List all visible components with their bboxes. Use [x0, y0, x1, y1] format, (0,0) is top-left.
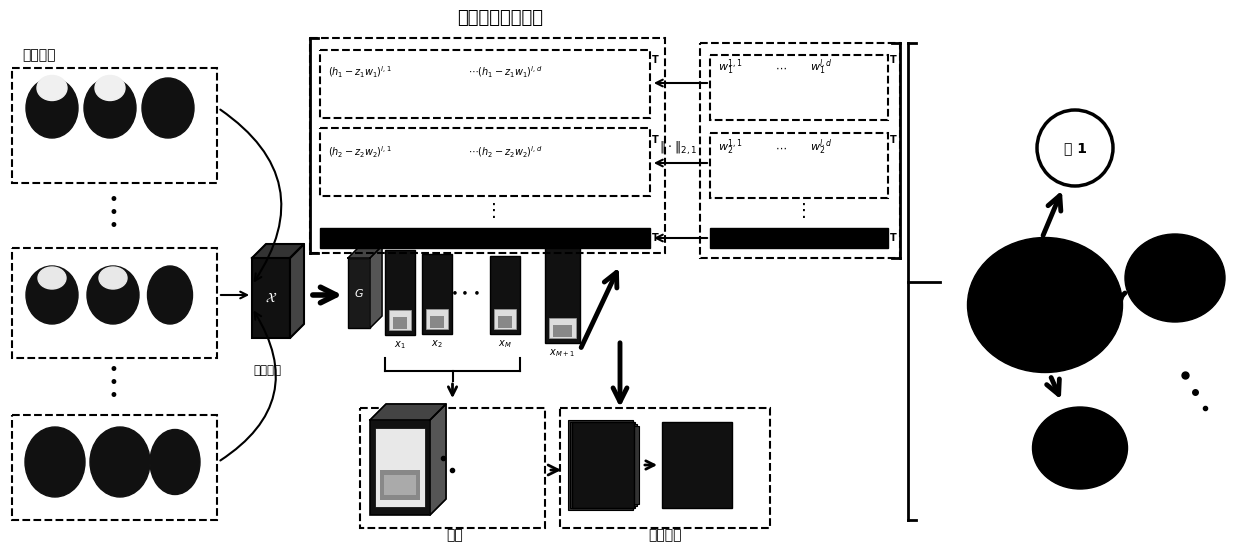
Bar — [379, 470, 420, 500]
Bar — [252, 258, 290, 338]
Text: T: T — [889, 233, 897, 243]
Text: $w_1^{l,d}$: $w_1^{l,d}$ — [810, 58, 833, 78]
Ellipse shape — [1125, 234, 1225, 322]
Bar — [711, 133, 888, 198]
Text: $\vdots$: $\vdots$ — [484, 200, 496, 219]
Bar — [384, 250, 415, 335]
Bar — [574, 426, 639, 504]
Bar — [320, 128, 650, 196]
Bar — [572, 422, 634, 508]
Text: •: • — [108, 374, 118, 392]
Text: $\cdots(h_1-z_1w_1)^{l,d}$: $\cdots(h_1-z_1w_1)^{l,d}$ — [467, 64, 542, 80]
Text: $w_1^{1,1}$: $w_1^{1,1}$ — [718, 58, 743, 78]
Bar — [422, 254, 453, 334]
Text: $(h_2 - z_2w_2)^{l,1}$: $(h_2 - z_2w_2)^{l,1}$ — [329, 144, 392, 160]
Ellipse shape — [143, 78, 193, 138]
Bar — [572, 424, 637, 506]
Text: 低秩表示: 低秩表示 — [649, 528, 682, 542]
Bar — [430, 316, 444, 328]
Bar — [360, 408, 546, 528]
Polygon shape — [252, 244, 304, 258]
Text: 正交: 正交 — [446, 528, 464, 542]
Text: $\|\cdot\|_{2,1}$: $\|\cdot\|_{2,1}$ — [658, 139, 697, 157]
Text: •: • — [108, 191, 118, 209]
Text: •: • — [108, 217, 118, 235]
Text: $\mathcal{X}$: $\mathcal{X}$ — [265, 291, 277, 305]
Bar — [546, 245, 580, 343]
Ellipse shape — [150, 430, 200, 495]
Ellipse shape — [38, 267, 66, 289]
Bar — [389, 310, 410, 330]
Polygon shape — [430, 404, 446, 515]
Text: $\cdots(h_2-z_2w_2)^{l,d}$: $\cdots(h_2-z_2w_2)^{l,d}$ — [467, 144, 542, 160]
Ellipse shape — [967, 238, 1122, 372]
Text: $G$: $G$ — [353, 287, 365, 299]
Ellipse shape — [1033, 407, 1127, 489]
Polygon shape — [370, 404, 446, 420]
Text: •: • — [108, 204, 118, 222]
Ellipse shape — [99, 267, 126, 289]
Ellipse shape — [26, 266, 78, 324]
Bar — [320, 50, 650, 118]
Bar — [320, 228, 650, 248]
Bar — [374, 428, 425, 507]
Text: •: • — [108, 387, 118, 405]
Text: •: • — [108, 361, 118, 379]
Text: 类 1: 类 1 — [1064, 141, 1086, 155]
Bar — [370, 420, 430, 515]
Bar — [662, 422, 732, 508]
Ellipse shape — [91, 427, 150, 497]
Text: $\bullet\bullet\bullet$: $\bullet\bullet\bullet$ — [450, 285, 480, 299]
Text: 训练数据: 训练数据 — [22, 48, 56, 62]
Polygon shape — [348, 246, 382, 258]
Ellipse shape — [148, 266, 192, 324]
Bar — [12, 415, 217, 520]
Bar — [393, 317, 407, 329]
Bar — [711, 228, 888, 248]
Bar — [12, 68, 217, 183]
Ellipse shape — [84, 78, 136, 138]
Bar — [549, 318, 577, 338]
Ellipse shape — [26, 78, 78, 138]
Text: $w_2^{1,1}$: $w_2^{1,1}$ — [718, 138, 743, 158]
Bar — [310, 38, 665, 253]
Text: $x_2$: $x_2$ — [432, 338, 443, 350]
Text: $\cdots$: $\cdots$ — [775, 143, 787, 153]
Bar — [570, 422, 635, 508]
Circle shape — [1037, 110, 1114, 186]
Text: $x_{M+1}$: $x_{M+1}$ — [549, 347, 575, 359]
Bar — [560, 408, 770, 528]
Text: T: T — [889, 55, 897, 65]
Text: T: T — [652, 135, 658, 145]
Bar — [701, 43, 900, 258]
Ellipse shape — [37, 75, 67, 100]
Text: T: T — [652, 55, 658, 65]
Bar — [384, 475, 415, 495]
Text: T: T — [652, 233, 658, 243]
Bar — [427, 309, 448, 329]
Text: $x_1$: $x_1$ — [394, 339, 405, 351]
Text: $w_2^{l,d}$: $w_2^{l,d}$ — [810, 138, 833, 158]
Text: $x_M$: $x_M$ — [498, 338, 512, 350]
Bar — [12, 248, 217, 358]
Bar — [711, 55, 888, 120]
Bar — [553, 325, 572, 337]
Ellipse shape — [87, 266, 139, 324]
Bar — [498, 316, 512, 328]
Bar — [490, 256, 520, 334]
Text: $\cdots$: $\cdots$ — [775, 63, 787, 73]
Text: T: T — [889, 135, 897, 145]
Bar — [568, 420, 632, 510]
Text: $(h_1 - z_1w_1)^{l,1}$: $(h_1 - z_1w_1)^{l,1}$ — [329, 64, 392, 80]
Ellipse shape — [95, 75, 125, 100]
Ellipse shape — [25, 427, 86, 497]
Bar — [494, 309, 516, 329]
Bar — [348, 258, 370, 328]
Text: $\vdots$: $\vdots$ — [794, 200, 806, 219]
Text: 判别鲁棒特征选择: 判别鲁棒特征选择 — [458, 9, 543, 27]
Text: 塔克分解: 塔克分解 — [253, 364, 281, 376]
Polygon shape — [370, 246, 382, 328]
Polygon shape — [290, 244, 304, 338]
